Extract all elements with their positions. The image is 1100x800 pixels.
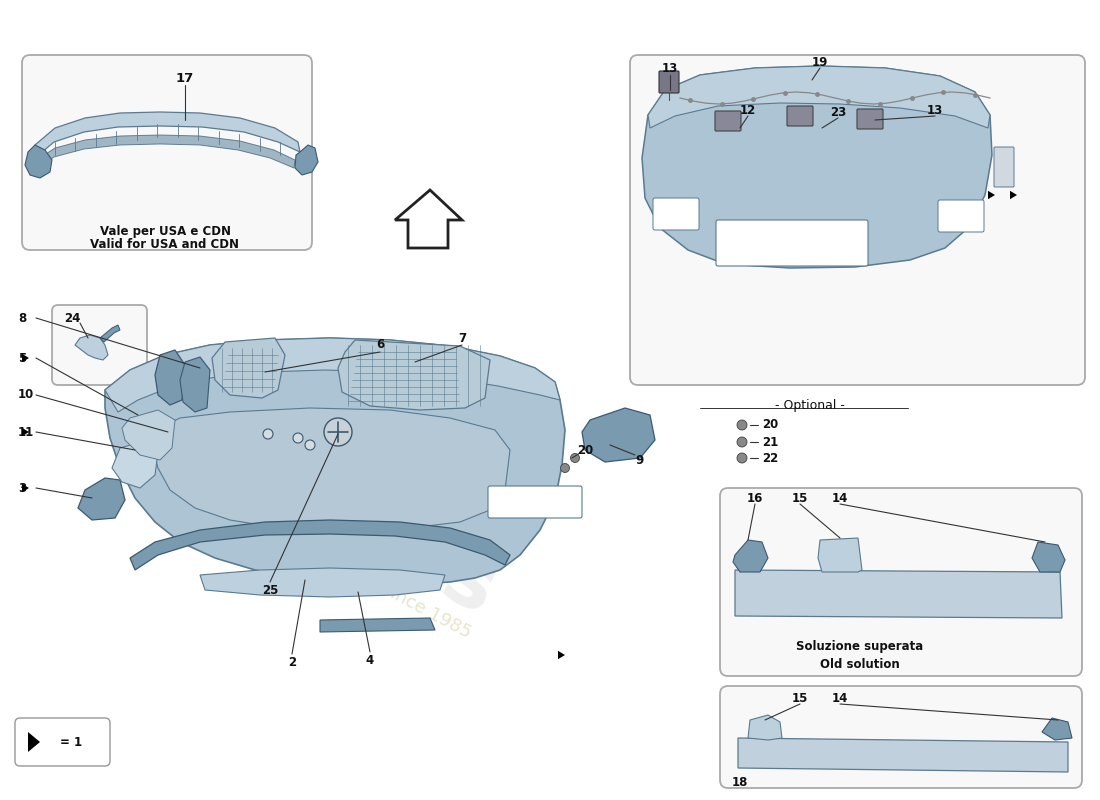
Text: 3: 3 (18, 482, 26, 494)
Text: - Optional -: - Optional - (776, 398, 845, 411)
Text: 6: 6 (376, 338, 384, 351)
FancyBboxPatch shape (716, 220, 868, 266)
Polygon shape (648, 66, 990, 128)
Text: 15: 15 (792, 691, 808, 705)
FancyBboxPatch shape (22, 55, 312, 250)
Text: Soluzione superata
Old solution: Soluzione superata Old solution (796, 640, 924, 671)
Text: 21: 21 (762, 435, 779, 449)
Text: 20: 20 (762, 418, 779, 431)
Text: 19: 19 (812, 55, 828, 69)
Polygon shape (40, 135, 295, 168)
Text: 25: 25 (262, 583, 278, 597)
FancyBboxPatch shape (488, 486, 582, 518)
Text: 8: 8 (18, 311, 26, 325)
Polygon shape (748, 715, 782, 740)
Polygon shape (35, 112, 300, 158)
FancyBboxPatch shape (786, 106, 813, 126)
Polygon shape (1010, 190, 1018, 199)
FancyBboxPatch shape (653, 198, 698, 230)
Circle shape (737, 420, 747, 430)
Text: 14: 14 (832, 491, 848, 505)
Text: 14: 14 (832, 691, 848, 705)
Polygon shape (104, 338, 560, 412)
Text: a passion for parts since 1985: a passion for parts since 1985 (226, 498, 474, 642)
Polygon shape (733, 540, 768, 572)
Text: 2: 2 (288, 655, 296, 669)
Polygon shape (22, 484, 29, 492)
Circle shape (737, 437, 747, 447)
FancyBboxPatch shape (720, 686, 1082, 788)
Text: 11: 11 (18, 426, 34, 438)
Polygon shape (738, 738, 1068, 772)
Polygon shape (130, 520, 510, 570)
Text: 17: 17 (176, 71, 194, 85)
Polygon shape (1032, 542, 1065, 572)
Polygon shape (295, 145, 318, 175)
Polygon shape (22, 354, 29, 362)
Text: 20: 20 (576, 443, 593, 457)
Polygon shape (338, 340, 490, 410)
Text: Valid for USA and CDN: Valid for USA and CDN (90, 238, 240, 251)
Polygon shape (104, 338, 565, 585)
Text: 15: 15 (792, 491, 808, 505)
Polygon shape (642, 66, 992, 268)
Polygon shape (100, 325, 120, 342)
Polygon shape (320, 618, 434, 632)
FancyBboxPatch shape (15, 718, 110, 766)
Circle shape (263, 429, 273, 439)
Text: 4: 4 (366, 654, 374, 666)
Polygon shape (153, 408, 510, 530)
Text: 18: 18 (732, 775, 748, 789)
Text: 24: 24 (64, 311, 80, 325)
Polygon shape (988, 190, 996, 199)
Polygon shape (735, 570, 1062, 618)
Text: 7: 7 (458, 331, 466, 345)
FancyBboxPatch shape (715, 111, 741, 131)
Polygon shape (28, 732, 40, 752)
Circle shape (324, 418, 352, 446)
Text: 12: 12 (740, 103, 756, 117)
Polygon shape (818, 538, 862, 572)
Polygon shape (112, 440, 158, 488)
Polygon shape (200, 568, 446, 597)
FancyBboxPatch shape (720, 488, 1082, 676)
Polygon shape (122, 410, 175, 460)
Polygon shape (180, 357, 210, 412)
Polygon shape (395, 190, 462, 248)
FancyBboxPatch shape (659, 71, 679, 93)
FancyBboxPatch shape (52, 305, 147, 385)
Circle shape (571, 454, 580, 462)
Polygon shape (22, 428, 29, 436)
Circle shape (293, 433, 303, 443)
Polygon shape (78, 478, 125, 520)
Polygon shape (25, 145, 52, 178)
FancyBboxPatch shape (857, 109, 883, 129)
Text: 10: 10 (18, 389, 34, 402)
Text: 16: 16 (747, 491, 763, 505)
Polygon shape (212, 338, 285, 398)
Text: 22: 22 (762, 451, 779, 465)
Text: eurocars: eurocars (110, 368, 510, 632)
Circle shape (737, 453, 747, 463)
Text: = 1: = 1 (60, 735, 82, 749)
Polygon shape (75, 335, 108, 360)
Text: 13: 13 (927, 103, 943, 117)
Text: 13: 13 (662, 62, 678, 74)
Circle shape (305, 440, 315, 450)
Text: 5: 5 (18, 351, 26, 365)
Polygon shape (582, 408, 654, 462)
FancyBboxPatch shape (630, 55, 1085, 385)
Polygon shape (558, 650, 565, 659)
Polygon shape (155, 350, 185, 405)
Text: Vale per USA e CDN: Vale per USA e CDN (99, 225, 231, 238)
Text: 9: 9 (636, 454, 645, 466)
Text: 23: 23 (829, 106, 846, 118)
FancyBboxPatch shape (994, 147, 1014, 187)
Circle shape (561, 463, 570, 473)
FancyBboxPatch shape (938, 200, 984, 232)
Polygon shape (1042, 718, 1072, 740)
